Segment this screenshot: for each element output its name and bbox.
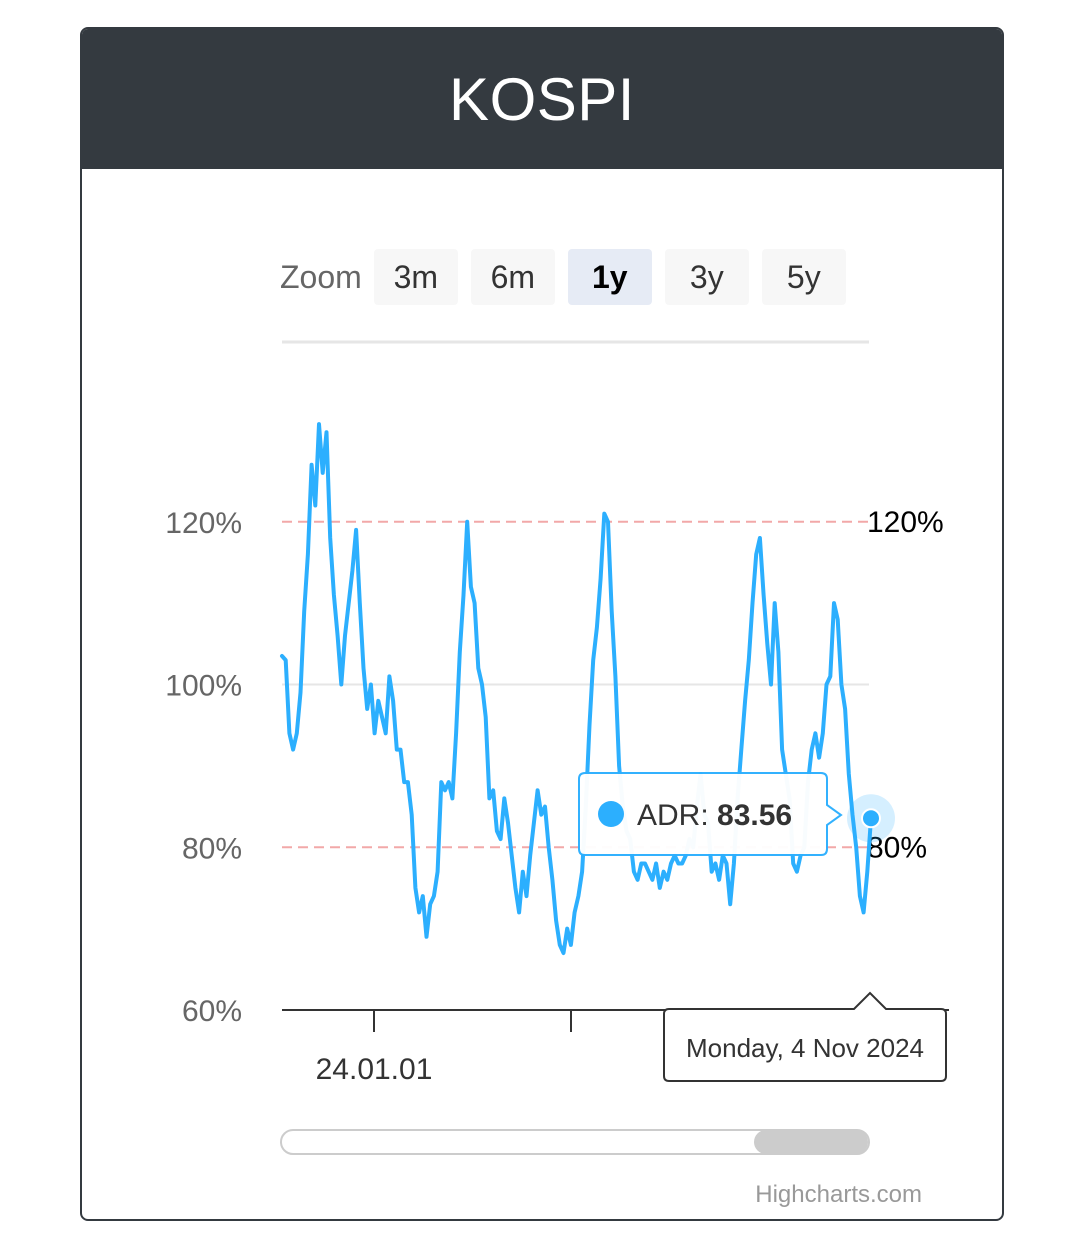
zoom-label: Zoom — [280, 258, 362, 295]
tooltip-series-marker — [598, 801, 624, 827]
plot-line-label-120: 120% — [867, 506, 944, 539]
credits-link[interactable]: Highcharts.com — [755, 1181, 922, 1208]
date-tooltip-text: Monday, 4 Nov 2024 — [686, 1033, 924, 1063]
line-chart: 120% 80% 60% 80% 100% 120% 24.01.01 ADR: 83.… — [165, 340, 949, 1155]
x-tick-label: 24.01.01 — [316, 1053, 433, 1086]
card-header: KOSPI — [82, 29, 1002, 169]
y-tick-label: 120% — [165, 507, 242, 540]
y-axis-labels: 60% 80% 100% 120% — [165, 507, 242, 1028]
chart-card: KOSPI Zoom 3m 6m 1y 3y 5y 120% 80% 60% 80%… — [80, 27, 1004, 1221]
y-tick-label: 80% — [182, 832, 242, 865]
y-tick-label: 60% — [182, 995, 242, 1028]
scrollbar-track — [280, 1129, 870, 1155]
date-tooltip-box — [663, 991, 947, 1082]
range-scrollbar[interactable] — [280, 1129, 870, 1155]
y-tick-label: 100% — [165, 670, 242, 703]
zoom-button-5y[interactable]: 5y — [761, 249, 846, 305]
zoom-button-3m[interactable]: 3m — [373, 249, 458, 305]
tooltip-value: 83.56 — [717, 799, 792, 832]
tooltip-layer: ADR: 83.56 Monday, 4 Nov 2024 — [578, 772, 947, 1082]
series-layer — [280, 422, 895, 955]
zoom-selector: Zoom 3m 6m 1y 3y 5y — [280, 249, 859, 305]
plot-line-label-80: 80% — [867, 831, 927, 864]
zoom-button-3y[interactable]: 3y — [664, 249, 749, 305]
x-axis: 24.01.01 — [282, 1009, 949, 1086]
chart-title: KOSPI — [449, 65, 635, 133]
tooltip-box — [578, 772, 843, 856]
scrollbar-thumb[interactable] — [754, 1130, 868, 1154]
zoom-button-1y[interactable]: 1y — [567, 249, 652, 305]
series-line-adr — [280, 422, 873, 955]
hover-point[interactable] — [861, 808, 881, 829]
tooltip-series-label: ADR: — [637, 799, 717, 832]
zoom-button-6m[interactable]: 6m — [470, 249, 555, 305]
tooltip-text: ADR: 83.56 — [637, 799, 792, 832]
